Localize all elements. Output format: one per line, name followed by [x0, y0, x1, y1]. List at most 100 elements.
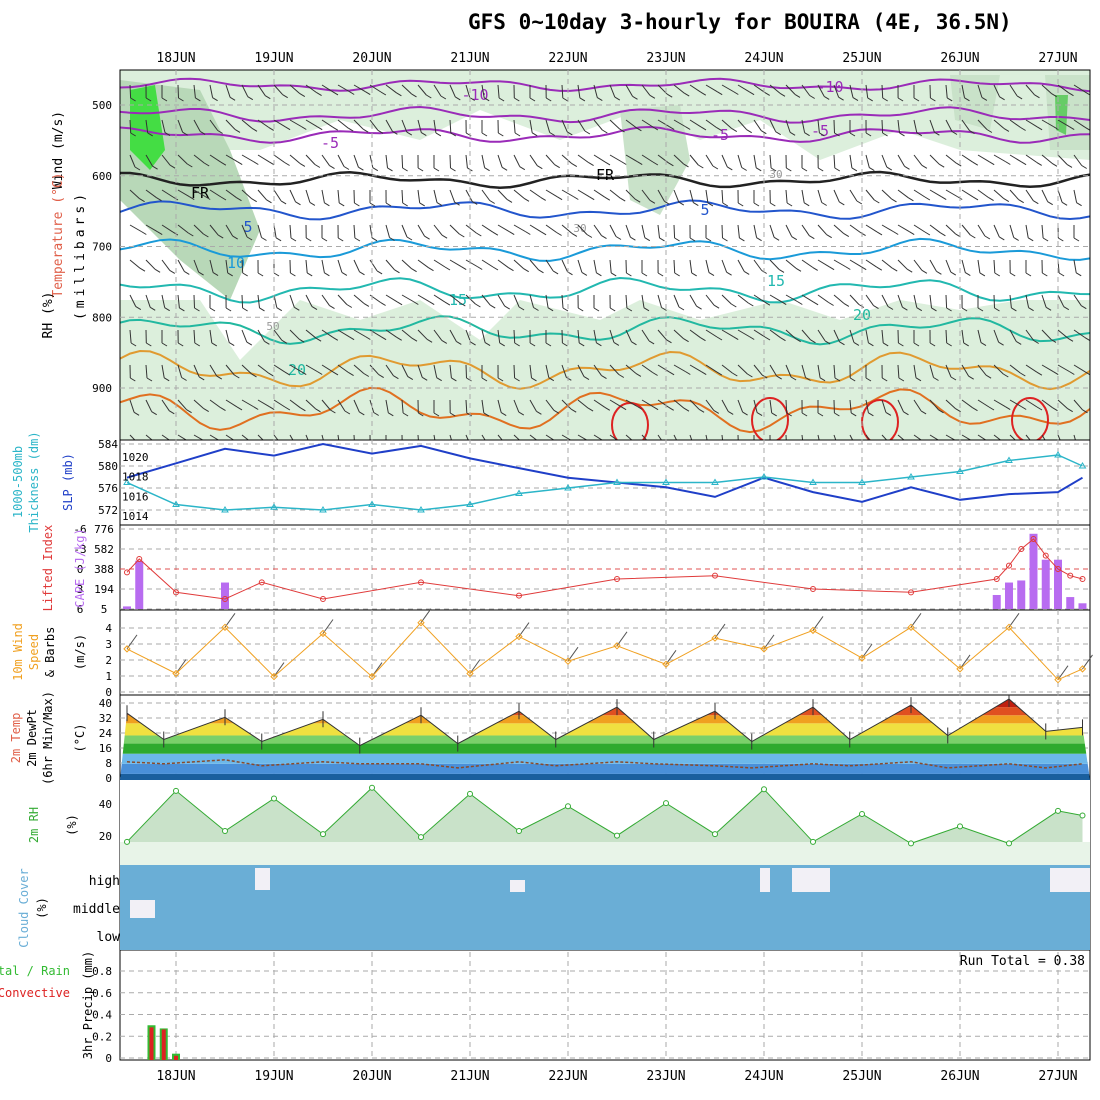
wind-barb	[225, 154, 238, 163]
upper-temp-label: Temperature (°C)	[51, 172, 66, 297]
wind-barb-flag	[385, 202, 392, 207]
wind-barb-flag	[755, 167, 762, 172]
wind-barb-flag	[897, 97, 904, 102]
wind-barb	[657, 399, 669, 408]
wind-barb-flag	[380, 302, 386, 306]
wind-barb	[961, 189, 974, 198]
date-label-bottom: 22JUN	[548, 1069, 587, 1084]
tick-label: 1016	[122, 490, 149, 503]
wind-barb	[625, 434, 633, 440]
wind-barb	[305, 189, 311, 203]
wind-barb-flag	[343, 166, 350, 170]
wind-barb	[625, 364, 637, 374]
thickness-point	[1005, 456, 1013, 463]
wind-barb	[145, 259, 156, 270]
wind-barb-flag	[1084, 336, 1090, 341]
wind-barb-flag	[632, 95, 638, 100]
wind-barb-flag	[691, 272, 697, 277]
wind-barb	[881, 259, 893, 269]
wind-barb	[401, 329, 413, 339]
wind-barb-flag	[518, 411, 525, 416]
date-label-top: 20JUN	[352, 51, 391, 66]
wind-barb	[321, 259, 325, 273]
date-label-top: 22JUN	[548, 51, 587, 66]
temp-label-d: (°C)	[73, 724, 87, 753]
wind-barb-flag	[306, 272, 313, 277]
wind-barb	[561, 119, 568, 133]
wind-barb-flag	[242, 307, 248, 312]
rh-point	[369, 784, 375, 791]
wind-barb	[1041, 399, 1053, 409]
wind-barb-flag	[689, 237, 696, 242]
li-point	[1042, 552, 1049, 559]
wind-barb-flag	[1058, 272, 1065, 277]
wind-barb-flag	[648, 340, 655, 345]
wind-barb	[177, 294, 180, 308]
wind-barb-flag	[149, 306, 156, 311]
wind-barb-flag	[620, 161, 627, 165]
wind-barb	[961, 364, 970, 377]
wind-barb-flag	[610, 272, 617, 277]
wind-barb-flag	[961, 307, 968, 312]
wind-barb	[481, 154, 486, 168]
wind-barb	[529, 224, 542, 233]
wind-barb	[497, 224, 510, 233]
wind-barb-flag	[931, 307, 937, 312]
wind-barb-flag	[545, 97, 552, 102]
wind-barb	[129, 329, 132, 344]
wind-speed-point	[1005, 623, 1013, 632]
wind-barb-flag	[1078, 448, 1083, 451]
wind-barb	[897, 119, 900, 133]
wind-barb	[993, 259, 996, 274]
wind-barb-flag	[1013, 237, 1019, 241]
wind-barb-flag	[466, 377, 472, 382]
cape-bar	[1029, 533, 1038, 609]
contour-line	[120, 276, 1090, 304]
wind-barb-flag	[649, 94, 656, 99]
wind-barb	[1025, 189, 1034, 201]
wind-barb-flag	[321, 237, 328, 242]
wind-barb-flag	[860, 232, 866, 237]
wind-barb-flag	[652, 406, 659, 411]
wind-barb	[1057, 329, 1069, 339]
wind-barb	[849, 189, 858, 202]
wind-barb	[161, 399, 170, 412]
wind-barb	[993, 399, 1006, 408]
wind-barb-flag	[999, 96, 1005, 101]
wind-barb-flag	[492, 266, 499, 271]
wind-barb-flag	[698, 408, 705, 413]
wind-barb	[353, 364, 365, 374]
wind-barb	[737, 119, 748, 131]
wind-barb-flag	[538, 269, 544, 274]
wind-barb-flag	[705, 237, 712, 242]
wind-barb	[129, 224, 142, 232]
wind-barb	[817, 224, 828, 236]
wind-barb-flag	[732, 372, 738, 377]
cloud-gap	[792, 868, 830, 892]
thickness-point	[172, 500, 180, 507]
wind-barb	[417, 294, 430, 303]
tick-label: -3	[73, 543, 86, 556]
cape-bar	[221, 582, 229, 609]
cape-bar	[992, 594, 1001, 609]
wind-barb	[545, 399, 555, 411]
wind-barb	[977, 259, 981, 273]
wind-barb-flag	[284, 126, 291, 131]
wind-barb-flag	[933, 377, 939, 381]
wind-barb-flag	[184, 270, 190, 275]
wind-barb	[241, 364, 252, 375]
contour-line	[120, 170, 1090, 189]
wind-barb-flag	[325, 448, 330, 451]
date-label-top: 26JUN	[940, 51, 979, 66]
wind-barb-flag	[570, 408, 577, 413]
cape-bar	[1078, 603, 1087, 609]
wind-barb	[289, 399, 301, 409]
tick-label: 0	[105, 686, 112, 699]
wind-barb	[705, 119, 717, 129]
wind-barb-flag	[761, 130, 767, 135]
wind-barb-flag	[641, 272, 648, 277]
contour-label: 30	[769, 168, 782, 181]
wind-barb-flag	[436, 377, 442, 382]
wind-barb-flag	[500, 412, 507, 417]
wind-barb	[177, 84, 179, 99]
